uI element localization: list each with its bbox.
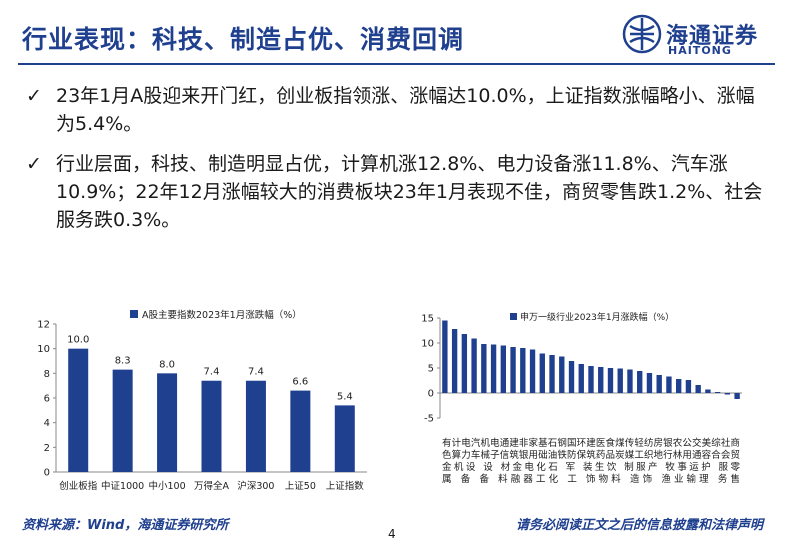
data-label: 8.3 [115, 356, 131, 367]
category-label: 万得全A [194, 480, 230, 492]
bar [724, 393, 731, 395]
y-tick-label: 0 [44, 468, 50, 479]
data-label: 7.4 [248, 367, 264, 378]
bullet-item: ✓ 行业层面，科技、制造明显占优，计算机涨12.8%、电力设备涨11.8%、汽车… [26, 150, 766, 234]
bar [490, 344, 497, 393]
bar [637, 371, 643, 393]
legend-swatch [130, 310, 138, 318]
bar [520, 348, 526, 393]
y-tick-label: 2 [44, 443, 50, 454]
bar [461, 334, 468, 393]
bar [471, 338, 477, 393]
data-label: 5.4 [337, 391, 353, 402]
y-tick-label: 4 [44, 418, 50, 429]
bar [685, 380, 692, 393]
category-label: 创业板指 [59, 480, 98, 492]
bar [549, 355, 555, 393]
category-label: 中证1000 [101, 480, 144, 492]
bar [617, 368, 623, 393]
source-note: 资料来源：Wind，海通证券研究所 [22, 518, 229, 533]
haitong-logo: 海通证券 HAITONG [622, 14, 782, 60]
bullet-text: 23年1月A股迎来开门红，创业板指领涨、涨幅达10.0%，上证指数涨幅略小、涨幅… [56, 85, 755, 135]
bar [510, 347, 516, 393]
legend-swatch [510, 313, 517, 320]
category-label-row: 金机设 设 材金电化石 军 装生饮 制服产 牧事运护 服零 [442, 461, 740, 473]
disclaimer-note: 请务必阅读正文之后的信息披露和法律声明 [515, 518, 763, 533]
bar [627, 369, 633, 393]
bar [201, 380, 222, 472]
bar [714, 392, 721, 393]
haitong-logo-icon [622, 14, 662, 54]
bar [578, 364, 584, 393]
title-divider [18, 63, 775, 65]
bar [451, 329, 458, 393]
bar [568, 361, 575, 393]
bar [656, 375, 662, 393]
bar [675, 379, 682, 393]
data-label: 8.0 [159, 359, 175, 370]
bar [245, 380, 266, 472]
y-tick-label: 15 [421, 314, 434, 325]
bar [734, 393, 740, 399]
category-label: 中小100 [149, 480, 186, 492]
industry-returns-chart: -5 0 5 10 15 申万一级行业2023年1月涨跌幅（%） 有计电汽机电通建非家基石钢… [421, 311, 742, 485]
bar [705, 389, 711, 393]
bar [607, 368, 614, 393]
index-chart-panel: 0 2 4 6 8 10 12 A股主要指数2023年1月涨跌幅（%） 10.0 创业板指 8.3 中… [22, 304, 372, 508]
bullet-text: 行业层面，科技、制造明显占优，计算机涨12.8%、电力设备涨11.8%、汽车涨1… [56, 153, 763, 231]
y-tick-label: -5 [424, 414, 434, 425]
legend-label: 申万一级行业2023年1月涨跌幅（%） [520, 311, 674, 323]
bullet-item: ✓ 23年1月A股迎来开门红，创业板指领涨、涨幅达10.0%，上证指数涨幅略小、… [26, 82, 766, 138]
category-label: 上证50 [285, 481, 316, 492]
y-tick-label: 0 [428, 389, 434, 400]
bar [529, 349, 536, 393]
page-number: 4 [388, 527, 396, 541]
logo-text-en: HAITONG [668, 44, 732, 57]
check-icon: ✓ [26, 153, 42, 175]
bar [290, 390, 311, 472]
bar [334, 405, 355, 472]
category-label: 沪深300 [237, 480, 274, 492]
bar [442, 320, 448, 393]
y-tick-label: 8 [44, 369, 50, 380]
bullet-list: ✓ 23年1月A股迎来开门红，创业板指领涨、涨幅达10.0%，上证指数涨幅略小、… [26, 82, 766, 246]
bar [588, 366, 594, 393]
y-tick-label: 10 [421, 339, 434, 350]
data-label: 6.6 [292, 377, 308, 388]
y-tick-label: 6 [44, 394, 50, 405]
industry-chart-panel: -5 0 5 10 15 申万一级行业2023年1月涨跌幅（%） 有计电汽机电通建非家基石钢… [412, 304, 757, 508]
category-label: 上证指数 [326, 480, 365, 492]
bar [598, 367, 604, 393]
bar [646, 373, 653, 393]
data-label: 10.0 [67, 335, 89, 346]
bar [539, 353, 545, 393]
y-tick-label: 12 [37, 320, 50, 331]
category-label-row: 有计电汽机电通建非家基石钢国环建医食煤传轻纺房银农公交美综社商 [442, 437, 740, 449]
category-label-row: 色算力车械子信筑银用础油铁防保筑药品炭媒工织地行林用通容合会贸 [442, 449, 740, 461]
data-label: 7.4 [204, 367, 220, 378]
check-icon: ✓ [26, 85, 42, 107]
bar [695, 385, 701, 393]
y-tick-label: 5 [428, 364, 434, 375]
index-returns-chart: 0 2 4 6 8 10 12 A股主要指数2023年1月涨跌幅（%） 10.0 创业板指 8.3 中… [37, 309, 367, 492]
bar [559, 356, 565, 393]
logo-text-cn: 海通证券 [666, 23, 759, 49]
y-tick-label: 10 [37, 344, 50, 355]
bar [112, 369, 133, 472]
category-label-row: 属 备 备 料融器工化 工 饰物料 造饰 渔业输理 务售 [442, 473, 740, 485]
bar [68, 348, 89, 472]
bar [481, 344, 487, 393]
bar [500, 345, 507, 393]
legend-label: A股主要指数2023年1月涨跌幅（%） [142, 309, 302, 321]
page-title: 行业表现：科技、制造占优、消费回调 [22, 25, 465, 54]
bar [666, 376, 672, 393]
bar [157, 373, 178, 472]
